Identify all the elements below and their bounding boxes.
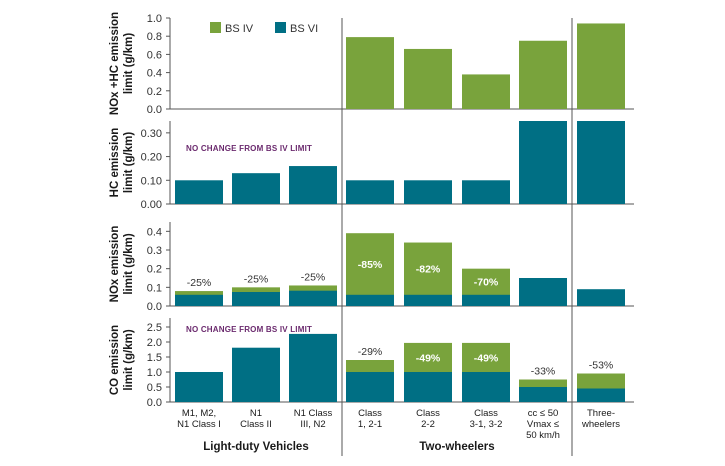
bar-bs-vi [462,372,510,402]
panel-3-tick-label: 1.5 [147,352,162,364]
bar-bs-vi [577,121,625,204]
bar-bs-vi [232,173,280,204]
bar-bs-vi [175,180,223,204]
panel-3-tick-label: 2.5 [147,322,162,334]
percent-change-label: -49% [416,352,441,364]
panel-2-tick-label: 0.1 [147,282,162,294]
category-label: N1 Class II [240,408,272,430]
category-label: Three-wheelers [581,408,620,430]
panel-0-tick-label: 0.2 [147,86,162,98]
bar-bs-vi [289,166,337,204]
legend-label: BS VI [290,23,318,35]
panel-1-ylabel: HC emission limit (g/km) [109,128,135,198]
percent-change-label: -53% [589,360,614,372]
bar-bs-vi [232,292,280,306]
percent-change-label: -29% [358,346,383,358]
panel-2-tick-label: 0.3 [147,245,162,257]
bar-bs-vi [577,388,625,402]
panel-0-tick-label: 0.0 [147,104,162,116]
bar-bs-vi [519,387,567,402]
panel-1-tick-label: 0.10 [141,175,162,187]
bar-bs-iv [346,233,394,306]
legend-swatch-bs-iv [210,22,221,33]
panel-2-ylabel: NOx emission limit (g/km) [109,226,135,303]
bar-bs-vi [404,294,452,306]
panel-2-tick-label: 0.2 [147,264,162,276]
panel-0-tick-label: 0.8 [147,31,162,43]
bar-bs-vi [289,290,337,306]
bar-bs-vi [346,372,394,402]
bar-bs-vi [462,294,510,306]
bar-bs-vi [346,294,394,306]
bar-bs-vi [404,180,452,204]
category-label: Class 3-1, 3-2 [470,408,503,430]
bar-bs-vi [462,180,510,204]
percent-change-label: -70% [474,277,499,289]
panel-3-tick-label: 0.0 [147,397,162,409]
group-label-light-duty: Light-duty Vehicles [203,441,308,453]
bar-bs-vi [577,289,625,306]
legend-label: BS IV [225,23,254,35]
percent-change-label: -25% [187,277,212,289]
no-change-note: NO CHANGE FROM BS IV LIMIT [186,325,312,334]
bar-bs-iv [519,40,567,109]
panel-0-tick-label: 0.4 [147,68,162,80]
panel-3-ylabel: CO emission limit (g/km) [109,325,135,395]
group-label-two-wheelers: Two-wheelers [419,441,494,453]
percent-change-label: -33% [531,366,556,378]
bar-bs-iv [404,48,452,109]
panel-0-ylabel: NOx +HC emission limit (g/km) [109,12,135,115]
panel-1-tick-label: 0.30 [141,128,162,140]
percent-change-label: -49% [474,352,499,364]
panel-0-tick-label: 1.0 [147,13,162,25]
bar-bs-vi [232,347,280,402]
percent-change-label: -25% [244,273,269,285]
percent-change-label: -25% [301,271,326,283]
percent-change-label: -82% [416,264,441,276]
bar-bs-vi [175,372,223,402]
bar-bs-vi [289,333,337,402]
bar-bs-iv [462,74,510,109]
category-label: cc ≤ 50 Vmax ≤50 km/h [526,408,560,441]
bar-bs-vi [519,278,567,306]
legend-swatch-bs-vi [275,22,286,33]
percent-change-label: -85% [358,259,383,271]
bar-bs-vi [346,180,394,204]
panel-2-tick-label: 0.0 [147,301,162,313]
category-label: M1, M2, N1 Class I [177,408,221,430]
bar-bs-iv [577,23,625,109]
bar-bs-vi [175,294,223,306]
bar-bs-vi [519,121,567,204]
panel-1-tick-label: 0.20 [141,152,162,164]
category-label: N1 Class III, N2 [294,408,333,430]
panel-0-tick-label: 0.6 [147,49,162,61]
bar-bs-iv [346,37,394,109]
bar-bs-vi [404,372,452,402]
category-label: Class 2-2 [416,408,440,430]
panel-3-tick-label: 1.0 [147,367,162,379]
panel-1-tick-label: 0.00 [141,199,162,211]
no-change-note: NO CHANGE FROM BS IV LIMIT [186,144,312,153]
panel-3-tick-label: 0.5 [147,382,162,394]
panel-2-tick-label: 0.4 [147,226,162,238]
panel-3-tick-label: 2.0 [147,337,162,349]
category-label: Class 1, 2-1 [358,408,382,430]
